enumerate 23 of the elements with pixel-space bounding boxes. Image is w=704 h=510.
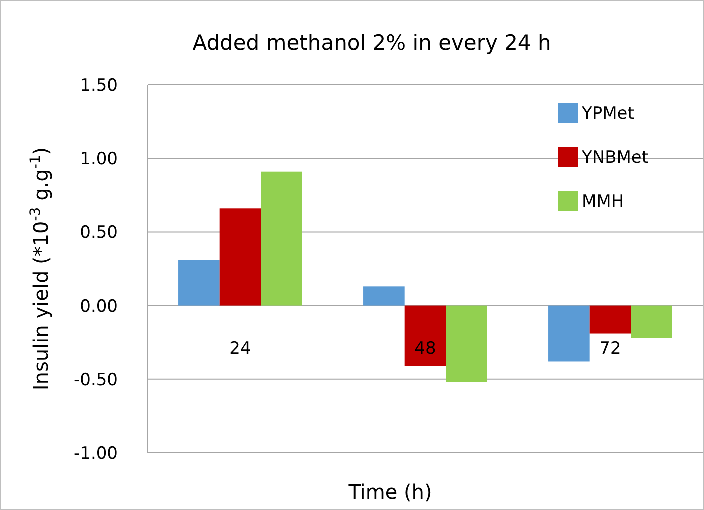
bar [548, 306, 590, 362]
bar [220, 208, 262, 306]
y-tick-label: -1.00 [74, 444, 118, 464]
bar [178, 260, 220, 306]
legend-label: YPMet [581, 104, 635, 124]
y-tick-label: 0.50 [80, 223, 118, 244]
x-tick-label: 48 [414, 338, 436, 359]
x-tick-label: 72 [600, 338, 622, 359]
bar [261, 172, 302, 306]
y-tick-label: 0.00 [80, 296, 118, 317]
y-tick-label: 1.00 [80, 150, 118, 170]
bar [364, 286, 405, 306]
bar [404, 306, 446, 366]
bar [631, 306, 672, 338]
legend-label: MMH [582, 192, 624, 212]
x-tick-label: 24 [230, 338, 252, 359]
bar [590, 306, 632, 334]
legend-label: YNBMet [581, 148, 649, 168]
bar [446, 306, 488, 382]
y-tick-label: 1.50 [80, 76, 118, 96]
chart-title: Added methanol 2% in every 24 h [192, 31, 552, 55]
x-axis-title: Time (h) [348, 480, 432, 504]
y-tick-label: -0.50 [74, 370, 118, 390]
